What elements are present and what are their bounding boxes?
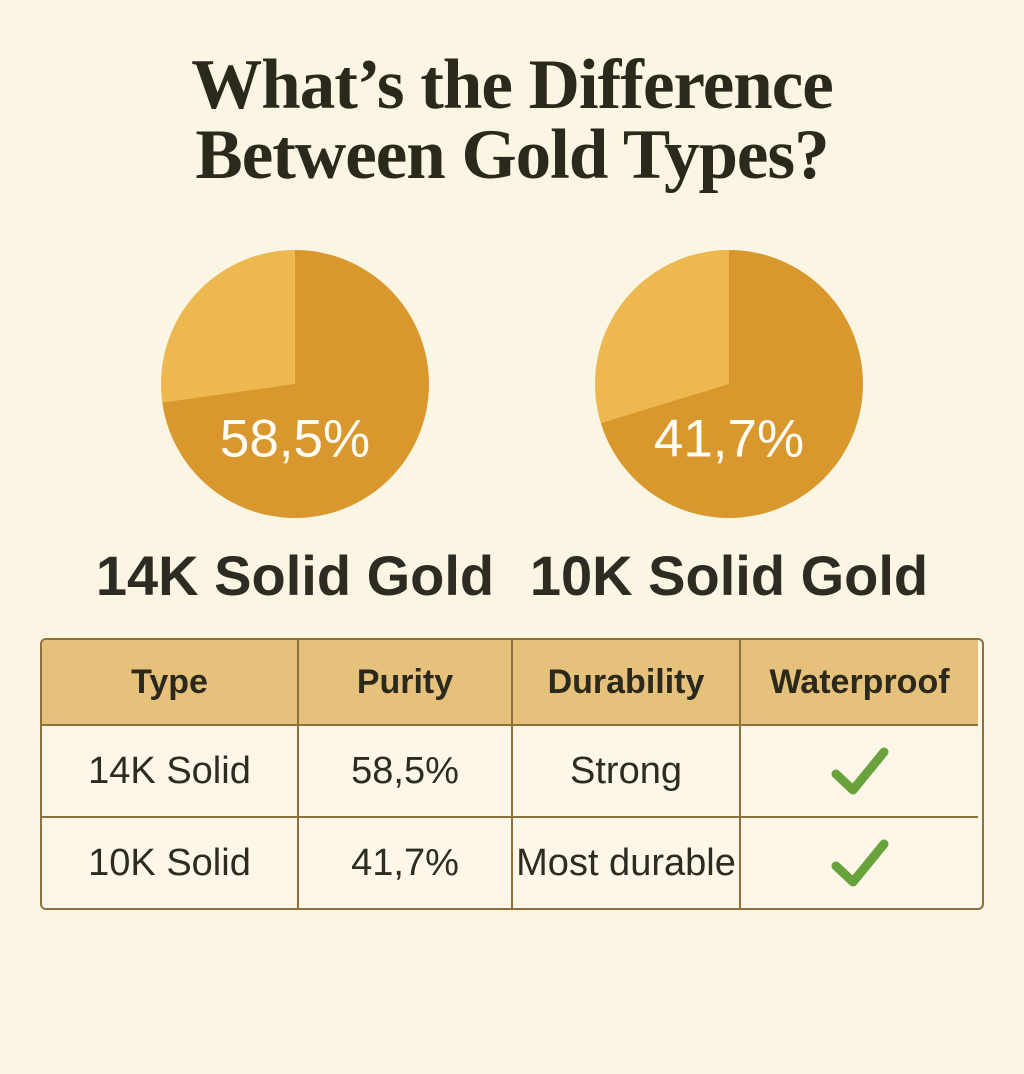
table-cell-waterproof-14k	[739, 724, 978, 816]
infographic-page: What’s the Difference Between Gold Types…	[0, 50, 1024, 1074]
table-cell-purity-14k: 58,5%	[297, 724, 511, 816]
table-cell-durability-10k: Most durable	[511, 816, 739, 908]
pie-chart-10k: 41,7%	[595, 250, 863, 518]
table-header-type: Type	[42, 640, 297, 724]
table-cell-type-10k: 10K Solid	[42, 816, 297, 908]
pie-percent-label-10k: 41,7%	[653, 409, 805, 469]
page-title-line1: What’s the Difference	[191, 46, 833, 124]
pie-figure-14k: 58,5% 14K Solid Gold	[78, 250, 512, 604]
page-title: What’s the Difference Between Gold Types…	[0, 46, 1024, 194]
table-cell-purity-10k: 41,7%	[297, 816, 511, 908]
table-cell-type-14k: 14K Solid	[42, 724, 297, 816]
check-icon	[829, 745, 891, 797]
table-header-waterproof: Waterproof	[739, 640, 978, 724]
pie-charts-row: 58,5% 14K Solid Gold 41,7% 10K Solid Gol…	[0, 250, 1024, 604]
table-cell-durability-14k: Strong	[511, 724, 739, 816]
comparison-table: Type Purity Durability Waterproof 14K So…	[40, 638, 984, 910]
pie-caption-10k: 10K Solid Gold	[529, 544, 929, 607]
pie-chart-14k: 58,5%	[161, 250, 429, 518]
table-cell-waterproof-10k	[739, 816, 978, 908]
pie-percent-label-14k: 58,5%	[219, 409, 371, 469]
pie-figure-10k: 41,7% 10K Solid Gold	[512, 250, 946, 604]
table-header-purity: Purity	[297, 640, 511, 724]
pie-caption-14k: 14K Solid Gold	[95, 544, 495, 607]
check-icon	[829, 837, 891, 889]
table-header-durability: Durability	[511, 640, 739, 724]
page-title-line2: Between Gold Types?	[195, 116, 829, 194]
